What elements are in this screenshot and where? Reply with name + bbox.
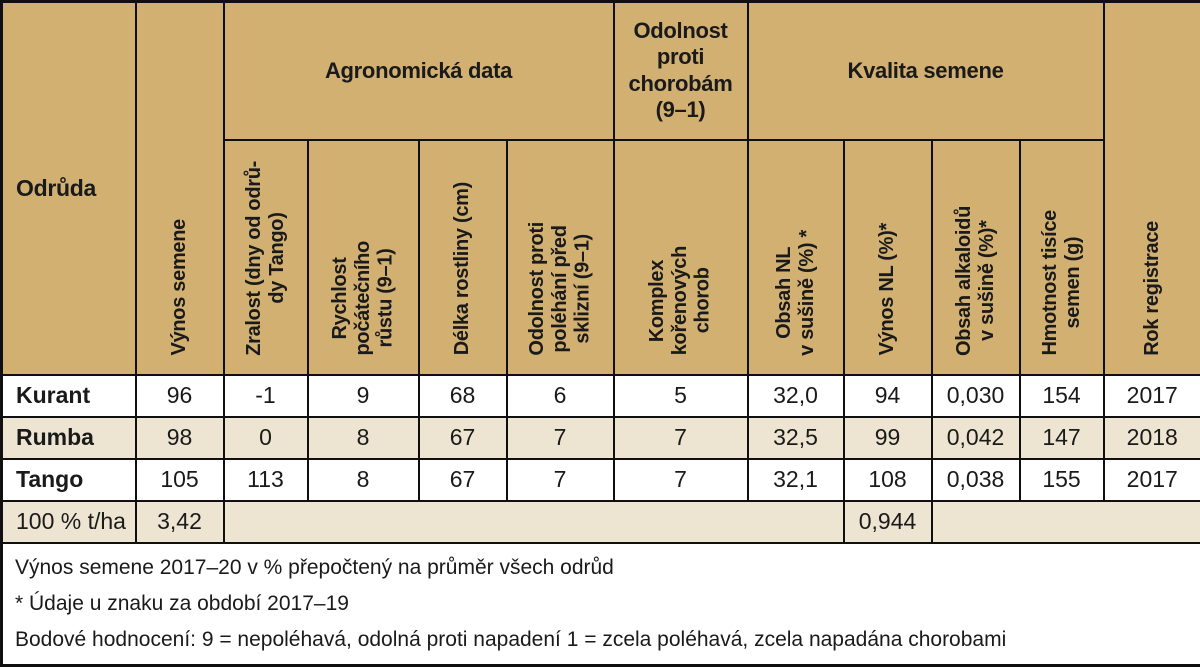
- footnote-asterisk: * Údaje u znaku za období 2017–19: [15, 586, 1188, 622]
- table-row-tango: Tango 105 113 8 67 7 7 32,1 108 0,038 15…: [2, 459, 1200, 501]
- col-header-maturity: Zralost (dny od odrů- dy Tango): [224, 140, 308, 375]
- cell-root-disease-complex: 7: [614, 459, 748, 501]
- summary-empty-right: [932, 501, 1200, 543]
- maturity-label: Zralost (dny od odrů- dy Tango): [243, 161, 289, 356]
- table-row-rumba: Rumba 98 0 8 67 7 7 32,5 99 0,042 147 20…: [2, 417, 1200, 459]
- group-header-disease-resistance: Odolnost proti chorobám (9–1): [614, 2, 748, 140]
- registration-year-label: Rok registrace: [1141, 221, 1164, 356]
- table-footer-row: Výnos semene 2017–20 v % přepočtený na p…: [2, 543, 1200, 666]
- cell-maturity: 113: [224, 459, 308, 501]
- cell-nl-yield: 108: [844, 459, 932, 501]
- cell-registration-year: 2017: [1104, 375, 1200, 417]
- cell-registration-year: 2018: [1104, 417, 1200, 459]
- cell-plant-length: 68: [419, 375, 507, 417]
- cell-nl-yield: 94: [844, 375, 932, 417]
- cell-plant-length: 67: [419, 417, 507, 459]
- cell-thousand-seed-weight: 154: [1020, 375, 1104, 417]
- variety-name: Kurant: [2, 375, 136, 417]
- col-header-thousand-seed-weight: Hmotnost tisíce semen (g): [1020, 140, 1104, 375]
- cell-nl-yield: 99: [844, 417, 932, 459]
- alkaloid-content-label: Obsah alkaloidů v sušině (%)*: [953, 206, 999, 356]
- variety-name: Tango: [2, 459, 136, 501]
- cell-seed-yield: 98: [136, 417, 224, 459]
- footnote-seed-yield: Výnos semene 2017–20 v % přepočtený na p…: [15, 550, 1188, 586]
- col-header-seed-yield: Výnos semene: [136, 2, 224, 375]
- cell-alkaloid-content: 0,038: [932, 459, 1020, 501]
- cell-lodging-resistance: 6: [507, 375, 614, 417]
- cell-root-disease-complex: 7: [614, 417, 748, 459]
- footnote-scoring: Bodové hodnocení: 9 = nepoléhavá, odolná…: [15, 622, 1188, 658]
- cell-lodging-resistance: 7: [507, 417, 614, 459]
- col-header-nl-yield: Výnos NL (%)*: [844, 140, 932, 375]
- cell-thousand-seed-weight: 155: [1020, 459, 1104, 501]
- cell-maturity: -1: [224, 375, 308, 417]
- col-header-nl-content: Obsah NL v sušině (%) *: [748, 140, 844, 375]
- cell-alkaloid-content: 0,042: [932, 417, 1020, 459]
- nl-yield-label: Výnos NL (%)*: [876, 223, 899, 355]
- cell-nl-content: 32,0: [748, 375, 844, 417]
- col-header-variety: Odrůda: [2, 2, 136, 375]
- thousand-seed-weight-label: Hmotnost tisíce semen (g): [1039, 210, 1085, 356]
- summary-empty-left: [224, 501, 844, 543]
- col-header-root-disease-complex: Komplex kořenových chorob: [614, 140, 748, 375]
- cell-initial-growth: 8: [308, 417, 419, 459]
- table-row-kurant: Kurant 96 -1 9 68 6 5 32,0 94 0,030 154 …: [2, 375, 1200, 417]
- cell-root-disease-complex: 5: [614, 375, 748, 417]
- cell-seed-yield-absolute: 3,42: [136, 501, 224, 543]
- cell-lodging-resistance: 7: [507, 459, 614, 501]
- variety-name: Rumba: [2, 417, 136, 459]
- cell-initial-growth: 9: [308, 375, 419, 417]
- lodging-resistance-label: Odolnost proti poléhání před sklizní (9–…: [526, 222, 594, 356]
- col-header-plant-length: Délka rostliny (cm): [419, 140, 507, 375]
- cell-seed-yield: 105: [136, 459, 224, 501]
- cell-thousand-seed-weight: 147: [1020, 417, 1104, 459]
- col-header-lodging-resistance: Odolnost proti poléhání před sklizní (9–…: [507, 140, 614, 375]
- summary-row-label: 100 % t/ha: [2, 501, 136, 543]
- cell-nl-content: 32,1: [748, 459, 844, 501]
- cell-registration-year: 2017: [1104, 459, 1200, 501]
- cell-nl-yield-absolute: 0,944: [844, 501, 932, 543]
- cell-seed-yield: 96: [136, 375, 224, 417]
- table-row-summary: 100 % t/ha 3,42 0,944: [2, 501, 1200, 543]
- group-header-seed-quality: Kvalita semene: [748, 2, 1104, 140]
- footnotes-cell: Výnos semene 2017–20 v % přepočtený na p…: [2, 543, 1200, 666]
- group-header-agronomic-data: Agronomická data: [224, 2, 614, 140]
- cell-plant-length: 67: [419, 459, 507, 501]
- col-header-initial-growth: Rychlost počátečního růstu (9–1): [308, 140, 419, 375]
- seed-yield-label: Výnos semene: [168, 219, 191, 355]
- initial-growth-label: Rychlost počátečního růstu (9–1): [329, 241, 397, 356]
- cell-initial-growth: 8: [308, 459, 419, 501]
- plant-length-label: Délka rostliny (cm): [451, 182, 474, 355]
- col-header-registration-year: Rok registrace: [1104, 2, 1200, 375]
- cell-alkaloid-content: 0,030: [932, 375, 1020, 417]
- col-header-alkaloid-content: Obsah alkaloidů v sušině (%)*: [932, 140, 1020, 375]
- cell-nl-content: 32,5: [748, 417, 844, 459]
- root-disease-complex-label: Komplex kořenových chorob: [646, 246, 714, 355]
- cell-maturity: 0: [224, 417, 308, 459]
- nl-content-label: Obsah NL v sušině (%) *: [773, 230, 819, 356]
